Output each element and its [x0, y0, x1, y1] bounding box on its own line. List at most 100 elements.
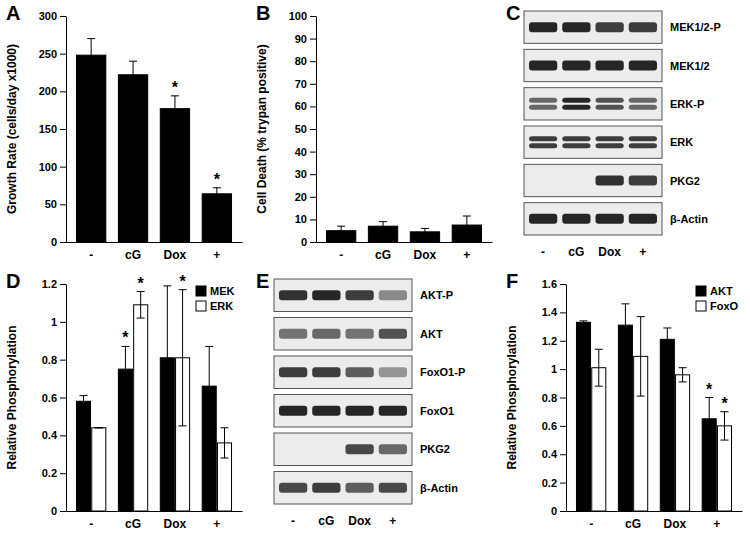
tick-label: 1: [551, 363, 557, 375]
tick-mark: [310, 152, 316, 153]
y-tick: 100: [289, 10, 316, 22]
error-cap: [621, 346, 629, 347]
lane-label: cG: [568, 245, 584, 259]
tick-label: 0: [301, 236, 307, 248]
error-bar: [724, 412, 725, 440]
bar: [202, 194, 231, 242]
tick-label: -: [589, 517, 593, 531]
error-cap: [163, 285, 171, 286]
x-tick: +: [713, 511, 720, 531]
error-cap: [663, 350, 671, 351]
y-tick: 20: [295, 191, 316, 203]
y-tick: 1.6: [542, 278, 566, 290]
panel: D***00.20.40.60.811.2-cGDox+Relative Pho…: [5, 270, 243, 531]
legend-swatch: [696, 286, 706, 296]
blot-band: [595, 143, 623, 148]
error-bar: [341, 226, 342, 235]
y-tick: 50: [45, 198, 66, 210]
error-bar: [209, 346, 210, 425]
tick-mark: [310, 129, 316, 130]
blot-band: [345, 367, 373, 377]
blot-band: [379, 444, 407, 454]
tick-label: 0.8: [42, 354, 57, 366]
figure: A**050100150200250300-cGDox+Growth Rate …: [0, 0, 750, 537]
tick-label: 0.6: [542, 420, 557, 432]
blot-band: [379, 406, 407, 416]
plot: ***00.20.40.60.811.2-cGDox+Relative Phos…: [5, 273, 243, 531]
lane-label: Dox: [348, 514, 371, 528]
error-cap: [129, 88, 137, 89]
tick-mark: [560, 341, 566, 342]
error-cap: [580, 320, 588, 321]
y-tick: 0.2: [42, 467, 66, 479]
blot-band: [379, 290, 407, 300]
error-cap: [463, 234, 471, 235]
lane-label: Dox: [598, 245, 621, 259]
tick-label: 1.4: [542, 306, 558, 318]
error-bar: [667, 328, 668, 351]
significance: *: [721, 395, 728, 412]
significance: *: [138, 275, 145, 292]
tick-mark: [560, 483, 566, 484]
x-tick: +: [213, 511, 220, 531]
error-cap: [129, 61, 137, 62]
y-axis-title: Relative Phosphorylation: [505, 325, 519, 469]
error-cap: [679, 381, 687, 382]
error-cap: [421, 228, 429, 229]
panel-label: B: [256, 2, 270, 24]
blot-frame: [274, 395, 412, 428]
panel: F**00.20.40.60.811.21.41.6-cGDox+Relativ…: [505, 270, 743, 531]
blot-label: ERK-P: [670, 98, 704, 110]
error-cap: [80, 406, 88, 407]
blot-band: [312, 444, 340, 454]
error-bar: [625, 304, 626, 347]
blot-band: [345, 406, 373, 416]
error-bar: [167, 286, 168, 430]
y-tick: 0: [51, 505, 66, 517]
error-cap: [705, 440, 713, 441]
significance: *: [179, 273, 186, 290]
error-bar: [682, 368, 683, 382]
tick-mark: [310, 242, 316, 243]
tick-label: 0.2: [42, 467, 57, 479]
blot-label: PKG2: [420, 443, 450, 455]
tick-label: Dox: [664, 517, 687, 531]
significance: *: [214, 171, 221, 188]
x-axis: -cGDox+: [67, 242, 243, 262]
blot-band: [345, 483, 373, 493]
tick-label: 0.8: [542, 392, 557, 404]
blot-band: [562, 98, 590, 103]
y-tick: 200: [39, 85, 66, 97]
blot-band: [279, 483, 307, 493]
tick-mark: [310, 174, 316, 175]
panel: B0102030405060708090100-cGDox+Cell Death…: [255, 2, 493, 262]
blot-band: [312, 329, 340, 339]
y-axis-title: Relative Phosphorylation: [5, 325, 19, 469]
bar: [660, 339, 674, 511]
tick-label: +: [463, 248, 470, 262]
blot-band: [595, 136, 623, 141]
blot-band: [345, 444, 373, 454]
tick-label: 90: [295, 33, 307, 45]
error-bar: [224, 428, 225, 458]
error-bar: [91, 39, 92, 72]
tick-mark: [560, 426, 566, 427]
tick-mark: [560, 511, 566, 512]
marks: [76, 286, 231, 511]
tick-mark: [60, 360, 66, 361]
error-cap: [379, 221, 387, 222]
y-tick: 0.6: [542, 420, 566, 432]
blot-band: [562, 176, 590, 186]
tick-label: Dox: [164, 248, 187, 262]
tick-label: -: [89, 517, 93, 531]
tick-mark: [60, 16, 66, 17]
blot-band: [529, 98, 557, 103]
tick-label: 60: [295, 100, 307, 112]
tick-label: -: [339, 248, 343, 262]
tick-label: -: [89, 248, 93, 262]
x-tick: -: [89, 242, 93, 262]
blot-band: [595, 98, 623, 103]
blot-band: [562, 105, 590, 110]
tick-label: 100: [289, 10, 307, 22]
blot-frame: [524, 126, 662, 158]
